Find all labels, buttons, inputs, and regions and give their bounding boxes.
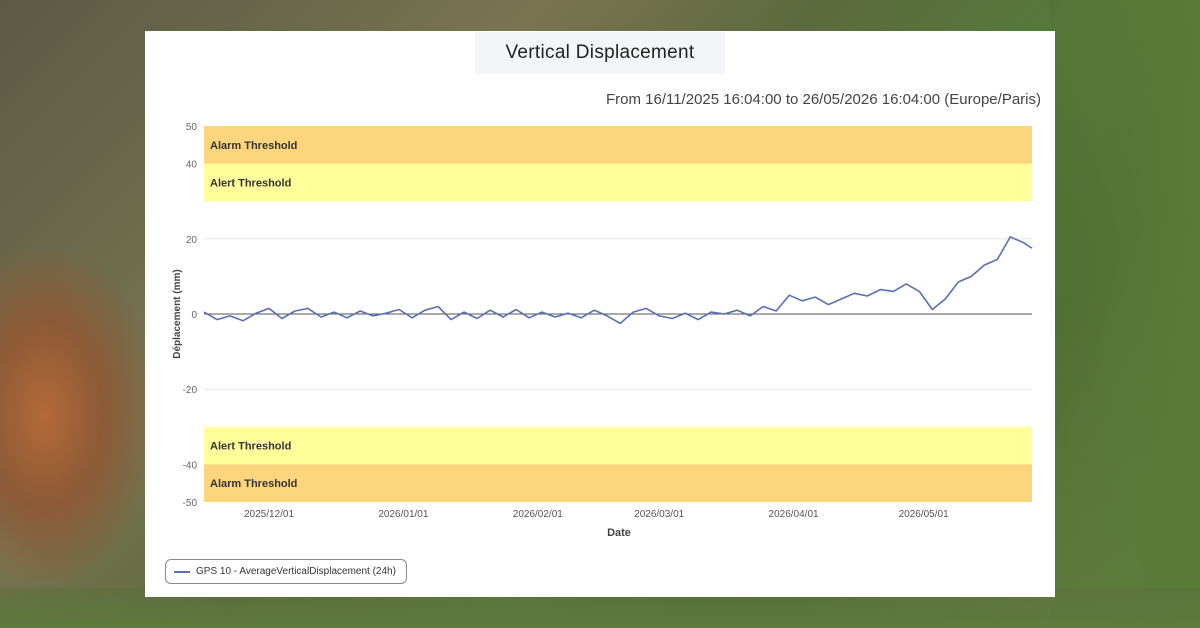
- threshold-band-3: [204, 464, 1032, 502]
- threshold-label-0: Alarm Threshold: [210, 140, 297, 152]
- background-grass-right: [1050, 0, 1200, 628]
- y-tick-label: -40: [183, 460, 198, 471]
- x-tick-label: 2026/04/01: [769, 509, 819, 520]
- x-tick-label: 2026/05/01: [899, 509, 949, 520]
- chart-subtitle: From 16/11/2025 16:04:00 to 26/05/2026 1…: [605, 91, 1041, 108]
- y-tick-label: -50: [183, 498, 198, 509]
- chart-card: Vertical Displacement From 16/11/2025 16…: [145, 31, 1055, 597]
- y-tick-label: 20: [186, 235, 198, 246]
- series-line-0: [203, 236, 1033, 325]
- y-axis-label: Déplacement (mm): [172, 269, 183, 358]
- legend-item-label: GPS 10 - AverageVerticalDisplacement (24…: [196, 566, 396, 577]
- x-axis-label: Date: [607, 527, 631, 539]
- y-tick-labels: 50 40 20 0 -20 -40 -50: [183, 122, 198, 509]
- threshold-band-0: [204, 126, 1032, 164]
- x-tick-label: 2025/12/01: [244, 509, 294, 520]
- legend-line-swatch: [174, 570, 190, 573]
- y-tick-label: 50: [186, 122, 198, 133]
- series-layer: [203, 236, 1033, 325]
- threshold-label-1: Alert Threshold: [210, 177, 291, 189]
- threshold-label-3: Alarm Threshold: [210, 478, 297, 490]
- threshold-bands: Alarm Threshold Alert Threshold Alert Thre…: [204, 126, 1032, 502]
- y-tick-label: 40: [186, 160, 198, 171]
- x-tick-label: 2026/01/01: [378, 509, 428, 520]
- threshold-label-2: Alert Threshold: [210, 441, 291, 453]
- x-tick-labels: 2025/12/01 2026/01/01 2026/02/01 2026/03/01…: [244, 509, 949, 520]
- x-tick-label: 2026/03/01: [634, 509, 684, 520]
- threshold-band-2: [204, 426, 1032, 465]
- y-tick-label: -20: [183, 385, 198, 396]
- x-tick-label: 2026/02/01: [513, 509, 563, 520]
- y-tick-label: 0: [191, 310, 197, 321]
- chart-title: Vertical Displacement: [475, 32, 725, 74]
- background-soil: [0, 250, 150, 580]
- grid-lines: [204, 238, 1032, 390]
- threshold-band-1: [204, 163, 1032, 202]
- chart-legend[interactable]: GPS 10 - AverageVerticalDisplacement (24…: [165, 559, 407, 584]
- chart-svg: Alarm Threshold Alert Threshold Alert Thre…: [172, 122, 1033, 539]
